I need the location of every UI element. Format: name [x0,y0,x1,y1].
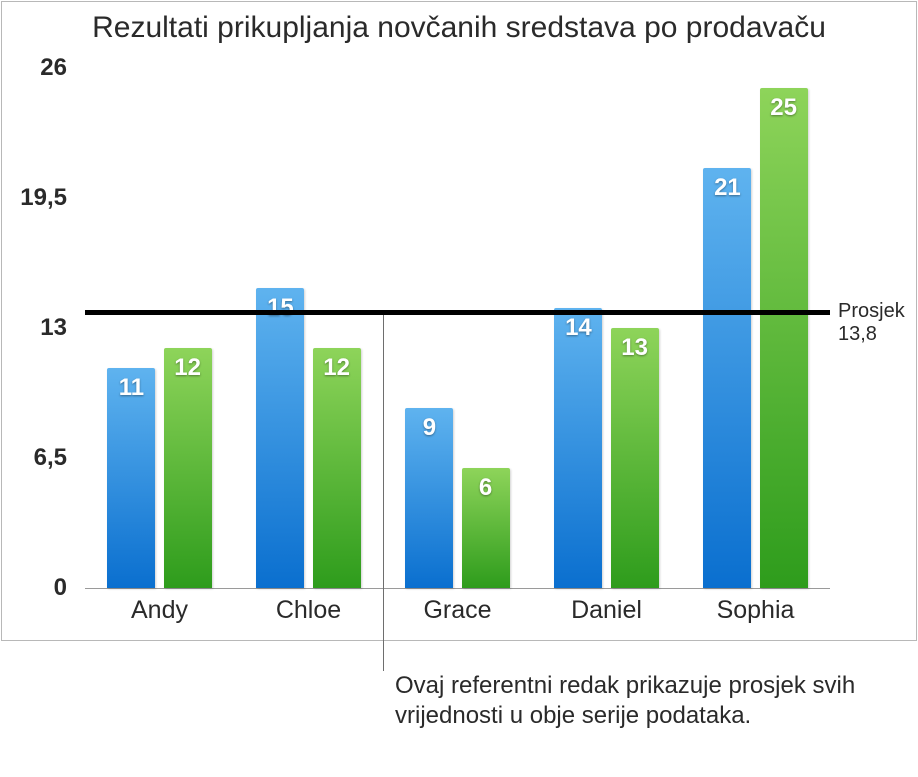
x-tick-label: Grace [383,596,532,625]
bar-series-b: 12 [313,348,361,588]
bar-value-label: 11 [107,374,155,402]
y-tick-label: 19,5 [0,184,67,212]
bar-series-a: 11 [107,368,155,588]
bar-value-label: 12 [164,354,212,382]
x-axis-baseline [85,588,830,589]
y-tick-label: 0 [0,574,67,602]
y-tick-label: 6,5 [0,444,67,472]
bar-series-a: 21 [703,168,751,588]
reference-line-label-1: Prosjek [838,300,905,323]
reference-line-label: Prosjek 13,8 [838,300,905,346]
y-tick-label: 26 [0,54,67,82]
bar-value-label: 14 [554,314,602,342]
y-tick-label: 13 [0,314,67,342]
bar-series-a: 14 [554,308,602,588]
x-tick-label: Sophia [681,596,830,625]
chart-title: Rezultati prikupljanja novčanih sredstav… [1,11,917,45]
bar-value-label: 6 [462,474,510,502]
x-tick-label: Daniel [532,596,681,625]
bar-series-a: 9 [405,408,453,588]
plot-area: 11 12 15 12 9 6 14 13 21 25 [85,68,830,588]
bar-value-label: 15 [256,294,304,322]
callout-leader-line [383,315,384,672]
bar-series-b: 6 [462,468,510,588]
bar-value-label: 12 [313,354,361,382]
bar-series-a: 15 [256,288,304,588]
reference-line-label-2: 13,8 [838,323,905,346]
x-tick-label: Chloe [234,596,383,625]
bar-series-b: 12 [164,348,212,588]
x-tick-label: Andy [85,596,234,625]
bar-value-label: 13 [611,334,659,362]
reference-line [85,310,830,315]
bar-value-label: 21 [703,174,751,202]
bar-series-b: 13 [611,328,659,588]
callout-text: Ovaj referentni redak prikazuje prosjek … [395,671,888,731]
bar-value-label: 25 [760,94,808,122]
bar-series-b: 25 [760,88,808,588]
bar-value-label: 9 [405,414,453,442]
